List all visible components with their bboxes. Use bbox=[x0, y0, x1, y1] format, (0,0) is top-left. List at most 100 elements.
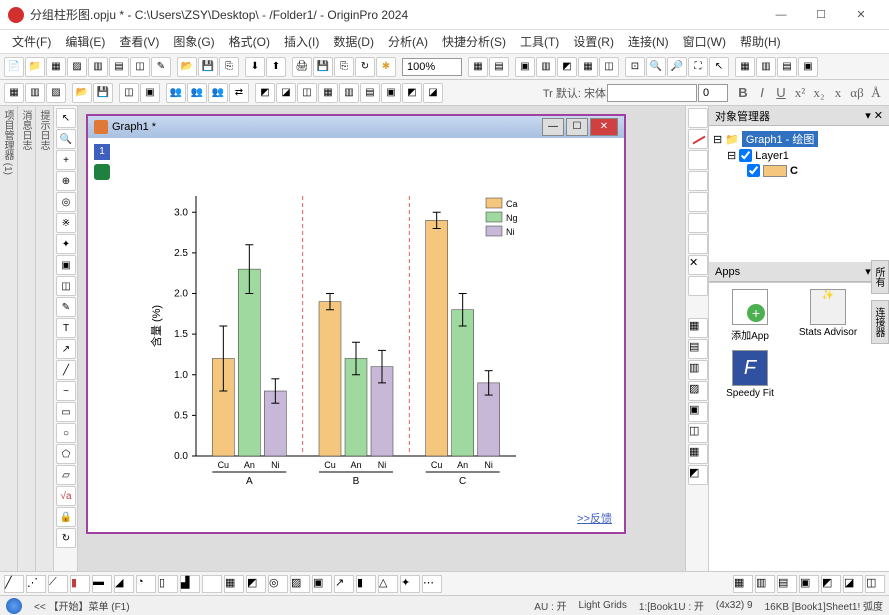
search-orb-icon[interactable] bbox=[6, 598, 22, 614]
cluster-icon[interactable] bbox=[688, 234, 708, 254]
bp7-icon[interactable]: ◫ bbox=[865, 575, 885, 593]
grid2-icon[interactable]: ▤ bbox=[688, 339, 708, 359]
grid3-icon[interactable]: ▥ bbox=[688, 360, 708, 380]
open-tpl-icon[interactable]: 📂 bbox=[72, 83, 92, 103]
batch-plot-icon[interactable]: ◫ bbox=[119, 83, 139, 103]
stats-icon[interactable] bbox=[688, 192, 708, 212]
zoom-input[interactable] bbox=[402, 58, 462, 76]
code-builder-icon[interactable]: ▣ bbox=[515, 57, 535, 77]
rise-icon[interactable] bbox=[688, 213, 708, 233]
batch-icon[interactable]: ◫ bbox=[599, 57, 619, 77]
close-button[interactable]: ✕ bbox=[841, 1, 881, 29]
tree-item[interactable]: C bbox=[713, 163, 885, 178]
contour-icon[interactable]: ◎ bbox=[268, 575, 288, 593]
3d6-icon[interactable]: ▤ bbox=[360, 83, 380, 103]
sub-button[interactable]: x₂ bbox=[810, 84, 828, 102]
multi-panel-icon[interactable]: ▦ bbox=[224, 575, 244, 593]
new-layout-icon[interactable]: ◫ bbox=[130, 57, 150, 77]
add-layer-icon[interactable]: ▥ bbox=[756, 57, 776, 77]
hint-log-tab[interactable]: 提示日志 bbox=[36, 106, 54, 571]
maximize-button[interactable]: ☐ bbox=[801, 1, 841, 29]
line-plot-icon[interactable]: ╱ bbox=[4, 575, 24, 593]
speedy-fit-button[interactable]: F Speedy Fit bbox=[715, 350, 785, 399]
save-tpl-icon[interactable]: 💾 bbox=[93, 83, 113, 103]
grid7-icon[interactable]: ▦ bbox=[688, 444, 708, 464]
specialized-icon[interactable]: ✦ bbox=[400, 575, 420, 593]
new-m2-icon[interactable]: ▥ bbox=[25, 83, 45, 103]
collapse-icon[interactable]: ⊟ bbox=[713, 133, 722, 146]
pie-plot-icon[interactable]: ◔ bbox=[136, 575, 156, 593]
data-selector-icon[interactable]: ✦ bbox=[56, 234, 76, 254]
graph-close-button[interactable]: ✕ bbox=[590, 118, 618, 136]
new-project-icon[interactable]: 📄 bbox=[4, 57, 24, 77]
rotate-icon[interactable]: ↻ bbox=[56, 528, 76, 548]
status-start[interactable]: << 【开始】菜单 (F1) bbox=[34, 598, 130, 613]
ternary-icon[interactable]: △ bbox=[378, 575, 398, 593]
new-wb2-icon[interactable]: ▦ bbox=[4, 83, 24, 103]
connector-tab[interactable]: 连接器 bbox=[871, 300, 889, 344]
vector-icon[interactable]: ↗ bbox=[334, 575, 354, 593]
bp3-icon[interactable]: ▤ bbox=[777, 575, 797, 593]
polygon-tool-icon[interactable]: ⬠ bbox=[56, 444, 76, 464]
region2-tool-icon[interactable]: ▱ bbox=[56, 465, 76, 485]
zoom-in-icon[interactable]: 🔍 bbox=[646, 57, 666, 77]
print-icon[interactable]: 🖨 bbox=[292, 57, 312, 77]
menu-settings[interactable]: 设置(R) bbox=[567, 31, 620, 52]
new-excel-icon[interactable]: ▤ bbox=[109, 57, 129, 77]
image-plot-icon[interactable]: ▣ bbox=[312, 575, 332, 593]
stock-icon[interactable]: ▮ bbox=[356, 575, 376, 593]
menu-file[interactable]: 文件(F) bbox=[6, 31, 57, 52]
pointer-tool-icon[interactable]: ↖ bbox=[56, 108, 76, 128]
italic-button[interactable]: I bbox=[753, 84, 771, 102]
3d9-icon[interactable]: ◪ bbox=[423, 83, 443, 103]
add-column-icon[interactable]: ▥ bbox=[536, 57, 556, 77]
new-g2-icon[interactable]: ▨ bbox=[46, 83, 66, 103]
recalc-icon[interactable]: ✱ bbox=[376, 57, 396, 77]
text-tool-icon[interactable]: T bbox=[56, 318, 76, 338]
save-icon[interactable]: 💾 bbox=[198, 57, 218, 77]
3d3-icon[interactable]: ◫ bbox=[297, 83, 317, 103]
grid5-icon[interactable]: ▣ bbox=[688, 402, 708, 422]
surface-icon[interactable]: ▨ bbox=[290, 575, 310, 593]
color-scale-icon[interactable]: ▦ bbox=[578, 57, 598, 77]
linescatter-icon[interactable]: ⟋ bbox=[48, 575, 68, 593]
zoom-out-icon[interactable]: 🔎 bbox=[667, 57, 687, 77]
grid6-icon[interactable]: ◫ bbox=[688, 423, 708, 443]
3d8-icon[interactable]: ◩ bbox=[402, 83, 422, 103]
extract-icon[interactable]: ▣ bbox=[798, 57, 818, 77]
stats-advisor-button[interactable]: ✨ Stats Advisor bbox=[793, 289, 863, 342]
area-plot-icon[interactable]: ◢ bbox=[114, 575, 134, 593]
scatter-plot-icon[interactable]: ⋰ bbox=[26, 575, 46, 593]
tree-root-label[interactable]: Graph1 - 绘图 bbox=[742, 131, 818, 147]
more-plot-icon[interactable]: ⋯ bbox=[422, 575, 442, 593]
box-plot-icon[interactable]: ▯ bbox=[158, 575, 178, 593]
menu-edit[interactable]: 编辑(E) bbox=[59, 31, 111, 52]
anti-alias-icon[interactable] bbox=[688, 108, 708, 128]
reader-tool-icon[interactable]: + bbox=[56, 150, 76, 170]
3d5-icon[interactable]: ▥ bbox=[339, 83, 359, 103]
underline-button[interactable]: U bbox=[772, 84, 790, 102]
menu-tools[interactable]: 工具(T) bbox=[514, 31, 565, 52]
graph-maximize-button[interactable]: ☐ bbox=[566, 118, 588, 136]
menu-help[interactable]: 帮助(H) bbox=[734, 31, 787, 52]
formula-icon[interactable]: √a bbox=[56, 486, 76, 506]
project-explorer-icon[interactable]: ▦ bbox=[468, 57, 488, 77]
bp6-icon[interactable]: ◪ bbox=[843, 575, 863, 593]
new-matrix-icon[interactable]: ▥ bbox=[88, 57, 108, 77]
digitizer-icon[interactable]: ◩ bbox=[557, 57, 577, 77]
menu-view[interactable]: 查看(V) bbox=[113, 31, 165, 52]
project-explorer-tab[interactable]: 项目管理器 (1) bbox=[0, 106, 18, 571]
new-workbook-icon[interactable]: ▦ bbox=[46, 57, 66, 77]
feedback-link[interactable]: >>反馈 bbox=[577, 510, 612, 526]
bold-button[interactable]: B bbox=[734, 84, 752, 102]
bp4-icon[interactable]: ▣ bbox=[799, 575, 819, 593]
template-icon[interactable]: ⎘ bbox=[219, 57, 239, 77]
refresh-icon[interactable]: ↻ bbox=[355, 57, 375, 77]
rect-tool-icon[interactable]: ▭ bbox=[56, 402, 76, 422]
full-screen-icon[interactable]: ⛶ bbox=[688, 57, 708, 77]
supsub-button[interactable]: x bbox=[829, 84, 847, 102]
merge-icon[interactable]: ▤ bbox=[777, 57, 797, 77]
add-app-button[interactable]: + 添加App bbox=[715, 289, 785, 342]
peak-icon[interactable] bbox=[688, 171, 708, 191]
menu-analysis[interactable]: 分析(A) bbox=[382, 31, 434, 52]
